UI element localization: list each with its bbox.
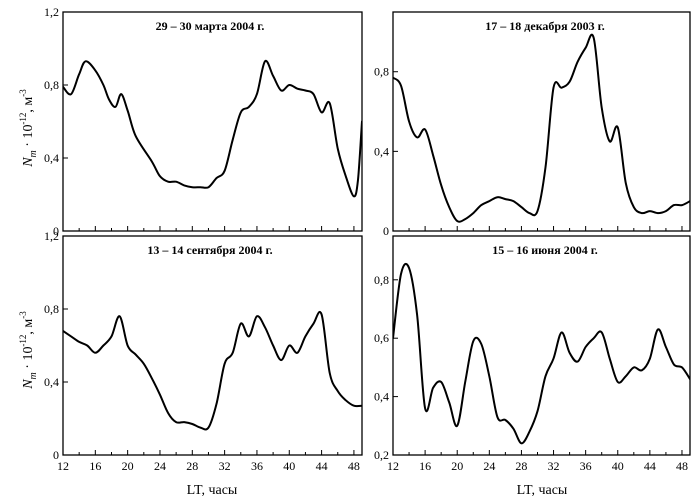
y-tick-label: 0,8 <box>374 273 389 287</box>
series-line <box>393 262 690 445</box>
panel-title: 17 – 18 декабря 2003 г. <box>485 19 604 33</box>
x-tick-label: 16 <box>419 459 431 473</box>
panel-march-2004: 0 0,4 0,8 1,2 29 – 30 марта 2004 г. <box>44 5 363 238</box>
x-tick-label: 48 <box>348 459 360 473</box>
x-tick-label: 24 <box>154 459 166 473</box>
y-tick-label: 0 <box>383 224 389 238</box>
series-line <box>393 33 690 223</box>
x-tick-label: 36 <box>251 459 263 473</box>
panel-december-2003: 0 0,4 0,8 17 – 18 декабря 2003 г. <box>374 11 691 238</box>
y-tick-label: 1,2 <box>44 5 59 19</box>
x-tick-label: 28 <box>515 459 527 473</box>
x-axis-title-right: LT, часы <box>517 483 568 498</box>
panel-september-2004: 0 0,4 0,8 1,2 12 16 20 24 28 32 36 40 44 48 13 – 14 се… <box>44 229 363 473</box>
x-tick-label: 40 <box>612 459 624 473</box>
x-tick-label: 36 <box>580 459 592 473</box>
series-line <box>63 310 362 431</box>
y-tick-label: 0,8 <box>44 78 59 92</box>
y-axis-title-bottom: Nm · 10-12, м-3 <box>18 311 39 390</box>
x-tick-label: 12 <box>387 459 399 473</box>
x-tick-label: 20 <box>122 459 134 473</box>
x-tick-label: 12 <box>57 459 69 473</box>
x-tick-label: 28 <box>186 459 198 473</box>
x-tick-label: 32 <box>548 459 560 473</box>
x-tick-label: 44 <box>644 459 656 473</box>
plot-frame <box>392 11 691 232</box>
x-tick-label: 16 <box>89 459 101 473</box>
y-axis-title-top: Nm · 10-12, м-3 <box>18 89 39 168</box>
y-tick-label: 0,4 <box>374 144 389 158</box>
x-tick-label: 48 <box>676 459 688 473</box>
y-tick-label: 0,4 <box>44 151 59 165</box>
y-axis-title-text: Nm · 10-12, м-3 <box>18 311 39 390</box>
series-line <box>63 59 362 198</box>
x-tick-label: 32 <box>219 459 231 473</box>
panel-title: 29 – 30 марта 2004 г. <box>156 19 265 33</box>
y-tick-label: 0,8 <box>44 302 59 316</box>
y-tick-label: 0 <box>53 224 59 238</box>
y-tick-label: 0,2 <box>374 448 389 462</box>
panel-title: 13 – 14 сентября 2004 г. <box>147 243 272 257</box>
x-tick-label: 24 <box>483 459 495 473</box>
x-axis-title-left: LT, часы <box>187 483 238 498</box>
plot-frame <box>392 235 691 456</box>
y-tick-label: 0,4 <box>374 390 389 404</box>
y-tick-label: 0 <box>53 448 59 462</box>
y-tick-label: 0,8 <box>374 65 389 79</box>
plot-frame <box>62 235 363 456</box>
y-tick-label: 0,6 <box>374 331 389 345</box>
x-tick-label: 44 <box>316 459 328 473</box>
x-tick-label: 20 <box>451 459 463 473</box>
panel-june-2004: 0,2 0,4 0,6 0,8 12 16 20 24 28 32 36 40 44 48 15 – 16 … <box>374 235 691 473</box>
x-tick-label: 40 <box>283 459 295 473</box>
y-tick-label: 0,4 <box>44 375 59 389</box>
y-axis-title-text: Nm · 10-12, м-3 <box>18 89 39 168</box>
panel-title: 15 – 16 июня 2004 г. <box>492 243 598 257</box>
plot-frame <box>62 11 363 232</box>
y-tick-label: 1,2 <box>44 229 59 243</box>
